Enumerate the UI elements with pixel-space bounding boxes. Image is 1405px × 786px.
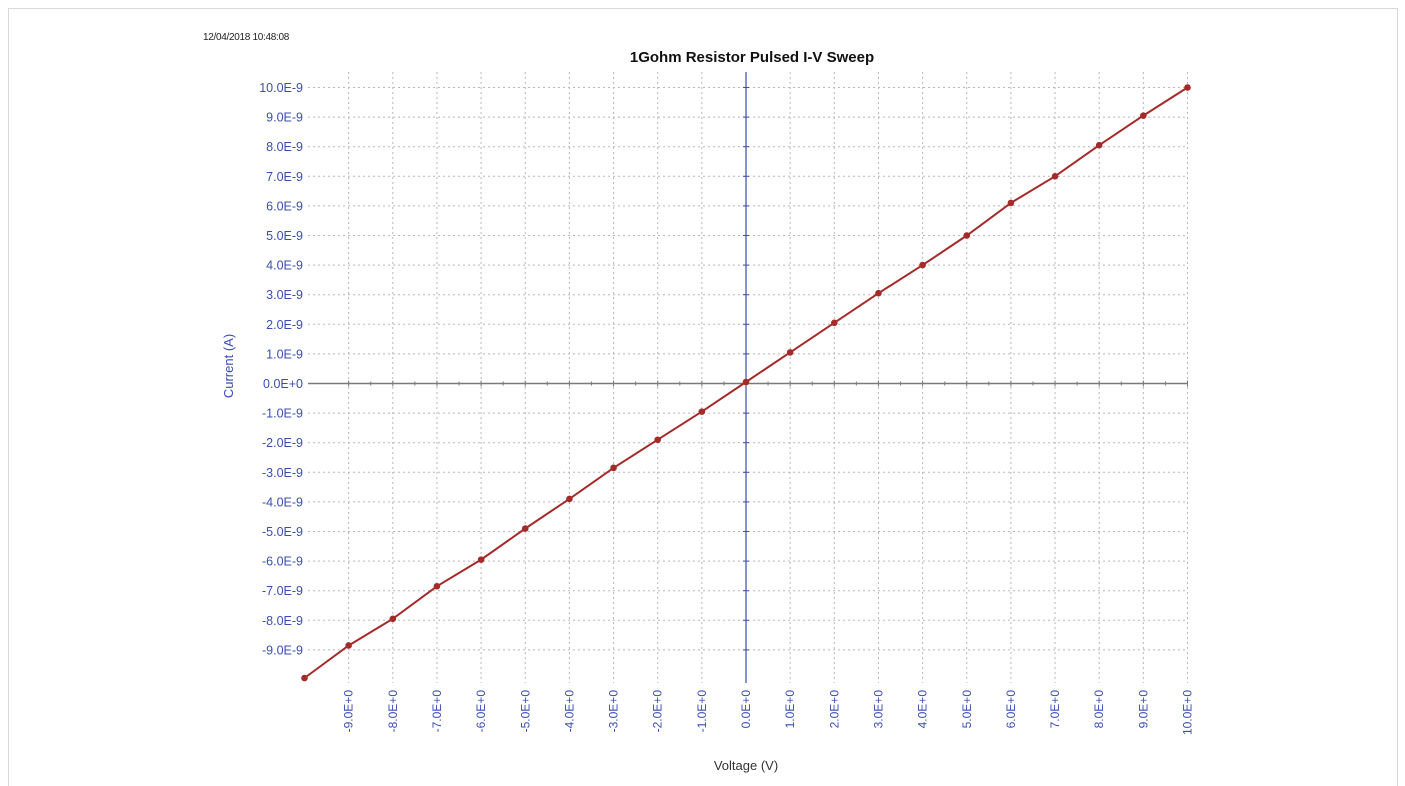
y-tick-label: 0.0E+0 xyxy=(263,377,303,391)
y-tick-label: 5.0E-9 xyxy=(266,229,303,243)
y-tick-label: 2.0E-9 xyxy=(266,318,303,332)
y-tick-label: -4.0E-9 xyxy=(262,495,303,509)
data-point xyxy=(1051,173,1059,180)
data-point xyxy=(919,261,926,269)
y-tick-label: 6.0E-9 xyxy=(266,199,303,213)
timestamp-label: 12/04/2018 10:48:08 xyxy=(203,32,290,43)
data-point xyxy=(1007,199,1015,207)
data-point xyxy=(786,349,794,356)
y-tick-label: -3.0E-9 xyxy=(262,466,303,480)
data-point xyxy=(875,289,882,297)
x-tick-label: 5.0E+0 xyxy=(960,690,974,729)
data-point xyxy=(521,525,529,532)
y-tick-label: -8.0E-9 xyxy=(262,614,303,628)
data-point xyxy=(1184,84,1191,91)
data-point xyxy=(610,464,617,472)
chart-frame xyxy=(8,8,1398,786)
data-point xyxy=(301,674,308,682)
data-point xyxy=(389,615,397,623)
x-tick-label: 3.0E+0 xyxy=(871,690,885,729)
x-tick-labels: -9.0E+0 -8.0E+0 -7.0E+0 -6.0E+0 -5.0E+0 -4.0E… xyxy=(342,690,1195,735)
y-tick-label: 9.0E-9 xyxy=(266,111,303,125)
grid-lines xyxy=(308,72,1188,683)
data-point xyxy=(477,556,485,563)
y-tick-label: -1.0E-9 xyxy=(262,407,303,421)
y-tick-label: -5.0E-9 xyxy=(262,525,303,539)
chart-title: 1Gohm Resistor Pulsed I-V Sweep xyxy=(630,49,874,66)
y-axis-title: Current (A) xyxy=(221,334,236,398)
y-tick-labels: 10.0E-9 9.0E-9 8.0E-9 7.0E-9 6.0E-9 5.0E-9 4.0… xyxy=(259,81,303,657)
data-point xyxy=(1140,112,1147,119)
y-tick-label: -6.0E-9 xyxy=(262,555,303,569)
x-tick-label: -5.0E+0 xyxy=(518,690,532,733)
y-tick-label: -9.0E-9 xyxy=(262,643,303,657)
x-tick-label: -2.0E+0 xyxy=(651,690,665,733)
y-tick-label: 7.0E-9 xyxy=(266,170,303,184)
data-series xyxy=(301,84,1191,682)
x-tick-label: 7.0E+0 xyxy=(1048,690,1062,729)
zero-axes xyxy=(308,72,1188,683)
x-tick-label: -6.0E+0 xyxy=(474,690,488,733)
x-tick-label: -8.0E+0 xyxy=(386,690,400,733)
x-tick-label: -4.0E+0 xyxy=(562,690,576,733)
y-tick-label: 3.0E-9 xyxy=(266,288,303,302)
y-tick-label: -2.0E-9 xyxy=(262,436,303,450)
x-tick-label: 0.0E+0 xyxy=(739,690,753,729)
data-point xyxy=(345,642,352,649)
x-tick-label: 1.0E+0 xyxy=(783,690,797,729)
y-tick-label: -7.0E-9 xyxy=(262,584,303,598)
data-point xyxy=(698,408,706,415)
y-tick-label: 10.0E-9 xyxy=(259,81,303,95)
y-tick-label: 4.0E-9 xyxy=(266,259,303,273)
x-tick-label: 8.0E+0 xyxy=(1092,690,1106,729)
x-tick-label: 4.0E+0 xyxy=(916,690,930,729)
y-tick-label: 1.0E-9 xyxy=(266,347,303,361)
data-point xyxy=(831,319,838,327)
chart-canvas xyxy=(203,28,1203,776)
x-tick-label: 10.0E+0 xyxy=(1181,690,1195,735)
x-tick-label: -7.0E+0 xyxy=(430,690,444,733)
data-point xyxy=(654,436,661,444)
x-axis-title: Voltage (V) xyxy=(714,758,778,773)
x-tick-label: -1.0E+0 xyxy=(695,690,709,733)
x-tick-label: 2.0E+0 xyxy=(827,690,841,729)
x-tick-label: 6.0E+0 xyxy=(1004,690,1018,729)
y-tick-label: 8.0E-9 xyxy=(266,140,303,154)
x-tick-label: -3.0E+0 xyxy=(607,690,621,733)
data-point xyxy=(566,495,573,503)
x-tick-label: 9.0E+0 xyxy=(1136,690,1150,729)
data-point xyxy=(963,232,971,239)
data-point xyxy=(433,582,441,590)
x-tick-label: -9.0E+0 xyxy=(342,690,356,733)
data-point xyxy=(1095,141,1103,149)
data-point xyxy=(742,378,750,386)
